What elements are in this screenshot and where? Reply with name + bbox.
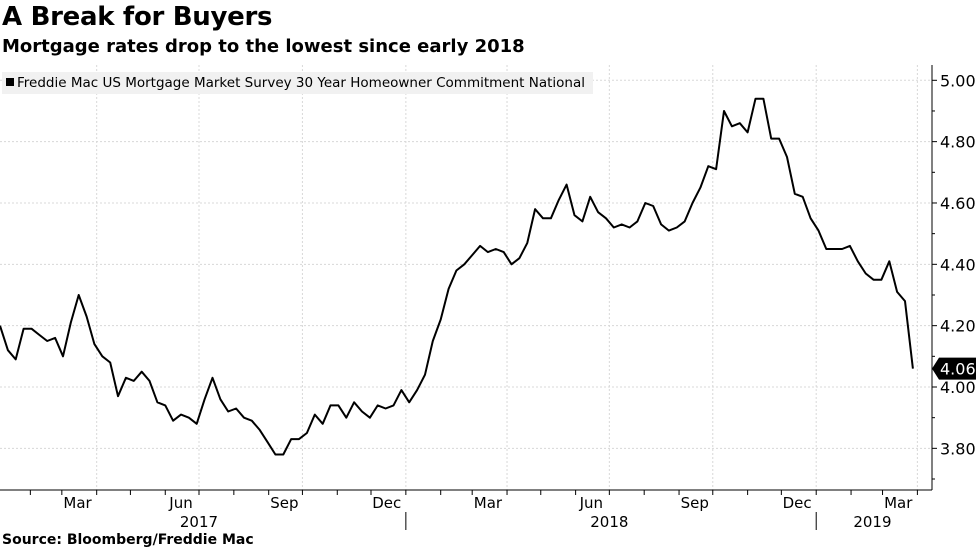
series-line (0, 97, 914, 456)
x-year-label: 2017 (180, 513, 218, 531)
x-month-label: Mar (884, 494, 913, 512)
y-tick-label: 4.00 (940, 378, 976, 397)
x-month-label: Dec (372, 494, 401, 512)
legend: Freddie Mac US Mortgage Market Survey 30… (2, 72, 594, 94)
x-year-label: 2018 (590, 513, 628, 531)
last-value-label: 4.06 (940, 360, 976, 379)
chart-title: A Break for Buyers (2, 2, 273, 32)
x-year-label: 2019 (853, 513, 891, 531)
x-month-label: Dec (783, 494, 812, 512)
legend-label: Freddie Mac US Mortgage Market Survey 30… (17, 75, 586, 91)
x-month-label: Mar (474, 494, 503, 512)
x-month-label: Jun (579, 494, 603, 512)
last-value-badge (932, 357, 976, 380)
legend-swatch (6, 78, 14, 86)
source-note: Source: Bloomberg/Freddie Mac (2, 532, 254, 548)
x-month-label: Jun (168, 494, 192, 512)
x-month-label: Sep (681, 494, 709, 512)
y-tick-label: 4.80 (940, 133, 976, 152)
x-month-label: Sep (270, 494, 298, 512)
y-tick-label: 4.60 (940, 194, 976, 213)
y-tick-label: 4.20 (940, 317, 976, 336)
x-month-label: Mar (63, 494, 92, 512)
y-tick-label: 5.00 (940, 71, 976, 90)
y-tick-label: 4.40 (940, 255, 976, 274)
y-tick-label: 3.80 (940, 439, 976, 458)
chart-subtitle: Mortgage rates drop to the lowest since … (2, 36, 525, 57)
